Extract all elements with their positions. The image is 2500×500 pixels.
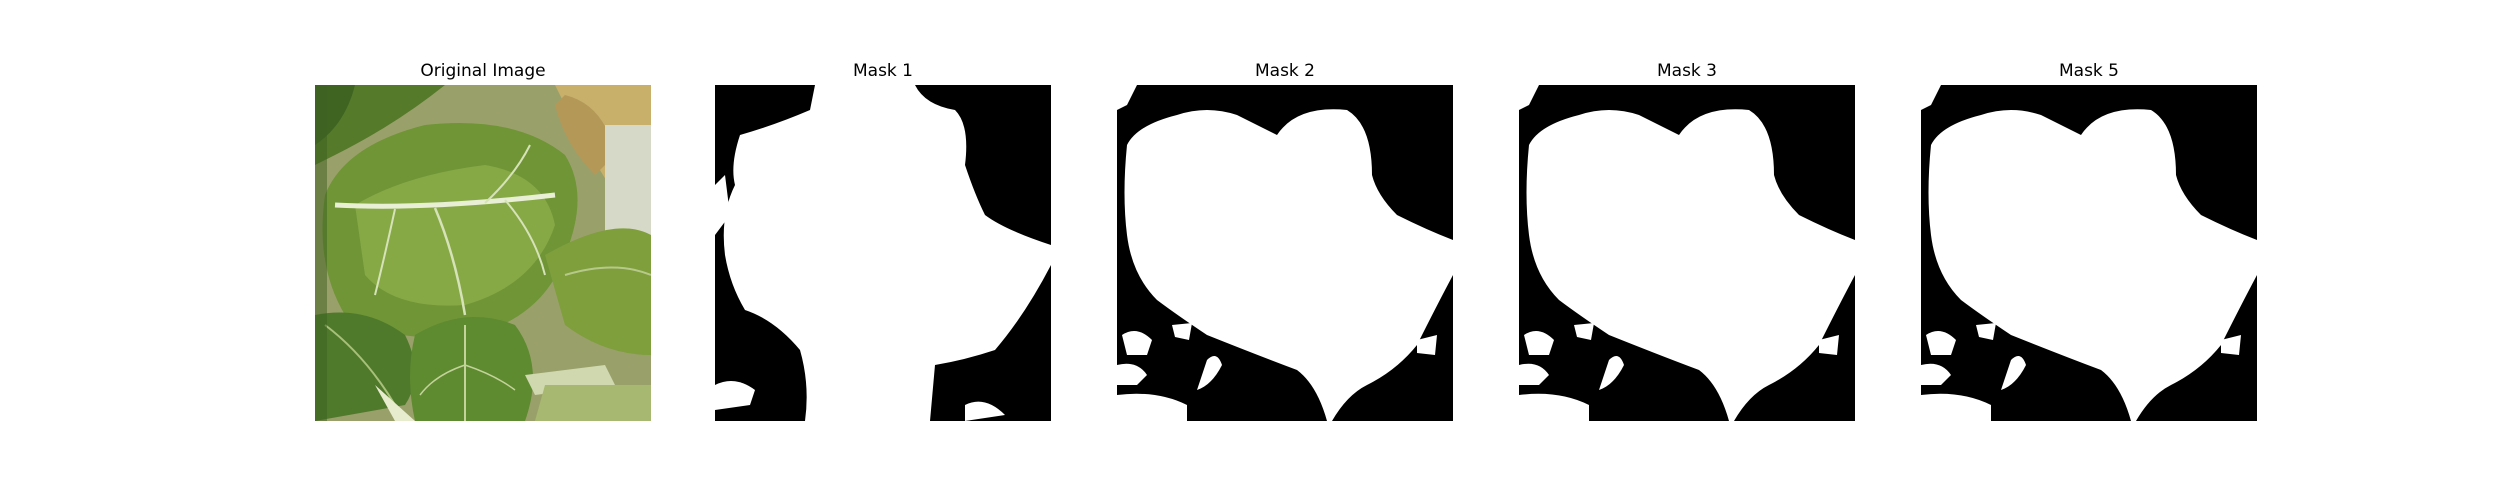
original-image <box>315 85 651 421</box>
mask-1 <box>715 85 1051 421</box>
mask-1-image <box>715 85 1051 421</box>
panel-title: Mask 5 <box>2058 61 2119 81</box>
panel-title: Mask 3 <box>1656 61 1717 81</box>
mask-5-image <box>1921 85 2257 421</box>
panel-title: Mask 2 <box>1254 61 1315 81</box>
mask-3-image <box>1519 85 1855 421</box>
leaf-photo <box>315 85 651 421</box>
mask-2 <box>1117 85 1453 421</box>
mask-3 <box>1519 85 1855 421</box>
panel-title: Original Image <box>420 61 546 81</box>
panel-title: Mask 1 <box>852 61 913 81</box>
mask-5 <box>1921 85 2257 421</box>
mask-2-image <box>1117 85 1453 421</box>
